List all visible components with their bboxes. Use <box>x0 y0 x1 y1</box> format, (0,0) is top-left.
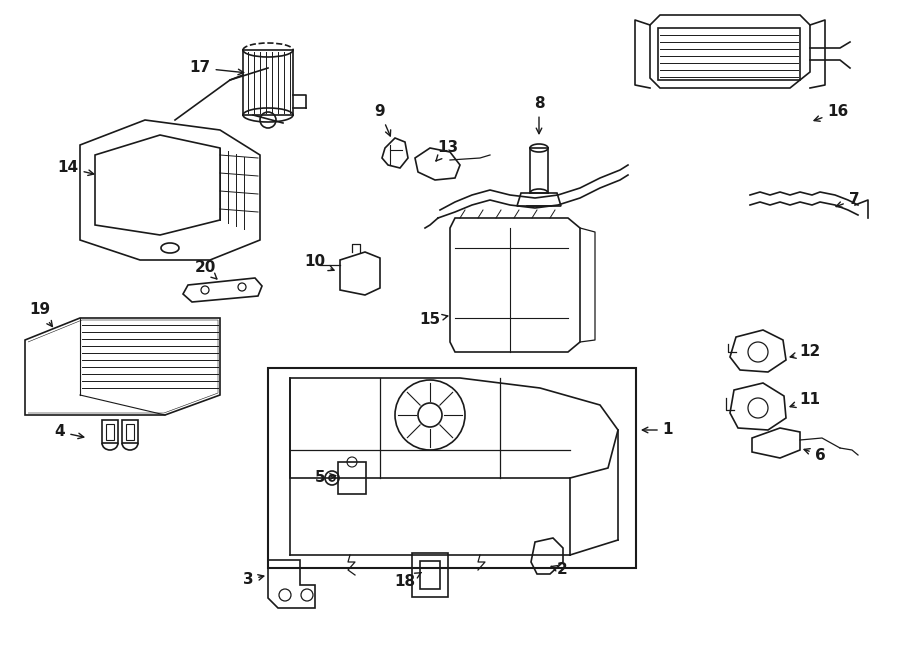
Text: 5: 5 <box>315 471 336 485</box>
Text: 15: 15 <box>419 313 448 327</box>
Text: 13: 13 <box>436 141 459 161</box>
Text: 10: 10 <box>304 254 334 270</box>
Bar <box>420 561 440 589</box>
Text: 7: 7 <box>836 192 860 208</box>
Bar <box>126 424 134 440</box>
Bar <box>106 424 114 440</box>
Text: 2: 2 <box>551 563 567 578</box>
Text: 3: 3 <box>243 572 264 588</box>
Text: 16: 16 <box>814 104 849 121</box>
Bar <box>268 368 636 568</box>
Bar <box>412 553 448 597</box>
Bar <box>338 462 366 494</box>
Text: 6: 6 <box>804 447 825 463</box>
Text: 19: 19 <box>30 303 52 327</box>
Text: 11: 11 <box>790 393 821 408</box>
Text: 12: 12 <box>790 344 821 360</box>
Text: 8: 8 <box>534 97 544 134</box>
Text: 20: 20 <box>194 260 217 279</box>
Text: 18: 18 <box>394 572 421 590</box>
Text: 4: 4 <box>55 424 84 440</box>
Text: 9: 9 <box>374 104 391 136</box>
Text: 1: 1 <box>643 422 673 438</box>
Text: 17: 17 <box>189 61 244 75</box>
Text: 14: 14 <box>58 161 94 176</box>
